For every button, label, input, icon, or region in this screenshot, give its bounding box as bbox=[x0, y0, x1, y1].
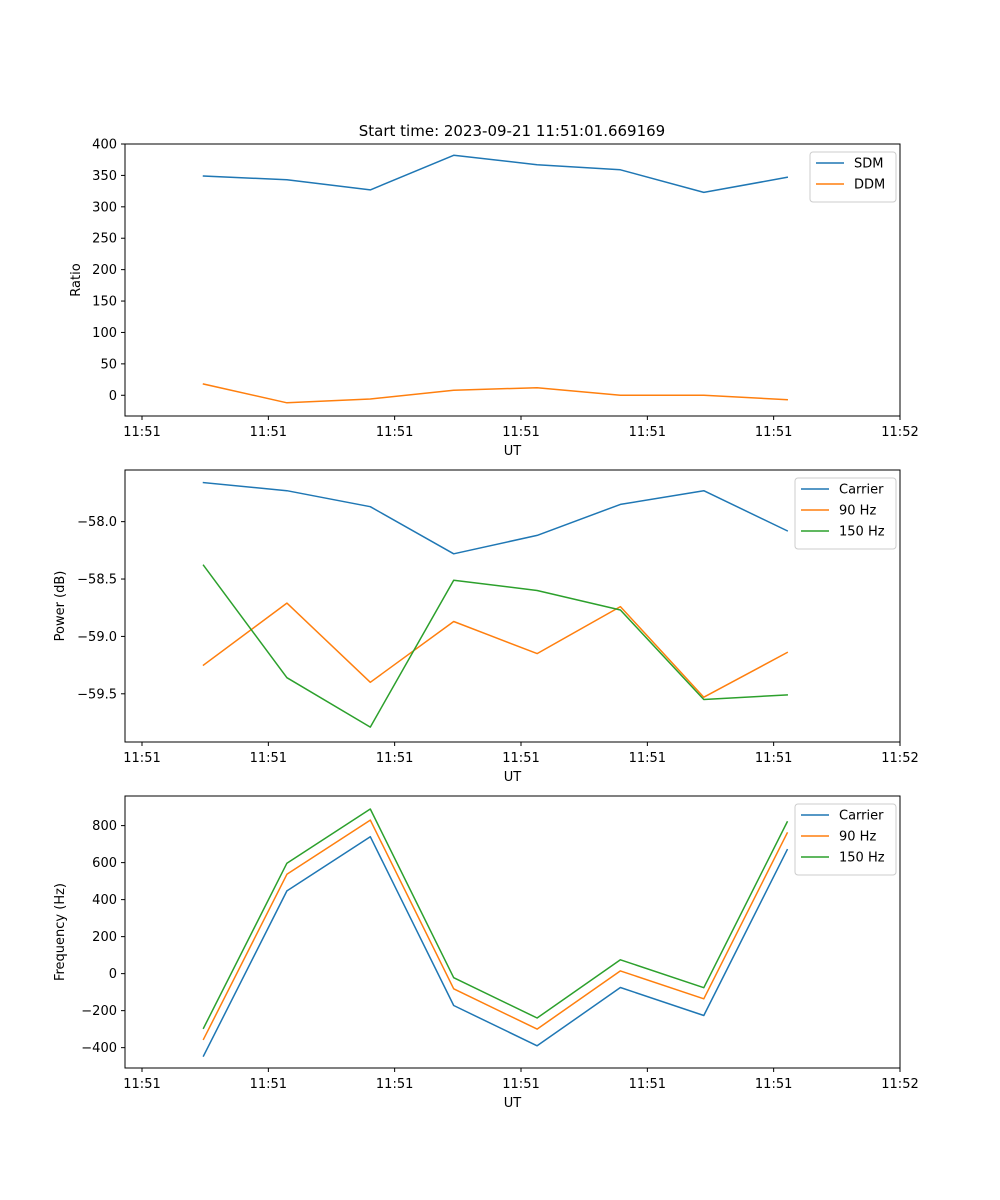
axes-frame bbox=[124, 143, 901, 417]
axes-frame bbox=[124, 795, 901, 1069]
y-tick-label: 400 bbox=[92, 893, 117, 908]
x-tick-label: 11:51 bbox=[629, 1077, 666, 1092]
x-tick-label: 11:51 bbox=[250, 1077, 287, 1092]
x-tick-label: 11:51 bbox=[629, 425, 666, 440]
x-tick-label: 11:51 bbox=[629, 751, 666, 766]
y-tick-label: 50 bbox=[100, 357, 117, 372]
x-tick-label: 11:51 bbox=[755, 751, 792, 766]
panel-3: 11:51 11:51 11:51 11:51 11:51 11:51 11:52 −400 −… bbox=[53, 795, 919, 1111]
x-tick-label: 11:52 bbox=[881, 425, 918, 440]
x-tick-label: 11:51 bbox=[502, 425, 539, 440]
x-tick-label: 11:52 bbox=[881, 1077, 918, 1092]
y-tick-label: −59.0 bbox=[77, 630, 117, 645]
legend-label: SDM bbox=[854, 157, 883, 172]
series-line-90-hz bbox=[202, 819, 789, 1041]
panel-2: 11:51 11:51 11:51 11:51 11:51 11:51 11:52 −59.5… bbox=[53, 469, 919, 785]
x-tick-label: 11:51 bbox=[755, 425, 792, 440]
legend-label: 90 Hz bbox=[839, 830, 876, 845]
x-tick-label: 11:51 bbox=[502, 751, 539, 766]
legend-label: Carrier bbox=[839, 809, 884, 824]
series-line-carrier bbox=[202, 481, 789, 555]
series-line-sdm bbox=[202, 154, 789, 194]
y-tick-label: 200 bbox=[92, 930, 117, 945]
legend-box bbox=[809, 151, 897, 203]
x-axis-label: UT bbox=[504, 770, 522, 785]
y-tick-label: 600 bbox=[92, 856, 117, 871]
y-axis-label: Power (dB) bbox=[53, 571, 68, 642]
x-tick-label: 11:51 bbox=[123, 1077, 160, 1092]
y-axis-label: Ratio bbox=[69, 263, 84, 296]
x-tick-label: 11:51 bbox=[123, 751, 160, 766]
y-tick-label: 0 bbox=[109, 967, 117, 982]
x-tick-label: 11:52 bbox=[881, 751, 918, 766]
legend-label: 90 Hz bbox=[839, 504, 876, 519]
y-tick-label: −200 bbox=[81, 1004, 117, 1019]
legend-label: 150 Hz bbox=[839, 851, 885, 866]
x-tick-label: 11:51 bbox=[250, 425, 287, 440]
series-line-ddm bbox=[202, 383, 788, 404]
series-line-150-hz bbox=[202, 564, 788, 728]
y-tick-label: 800 bbox=[92, 819, 117, 834]
legend-label: 150 Hz bbox=[839, 525, 885, 540]
y-tick-label: 0 bbox=[109, 389, 117, 404]
y-tick-label: 200 bbox=[92, 263, 117, 278]
y-tick-label: −400 bbox=[81, 1041, 117, 1056]
y-axis-label: Frequency (Hz) bbox=[53, 883, 68, 981]
x-tick-label: 11:51 bbox=[376, 425, 413, 440]
x-tick-label: 11:51 bbox=[376, 1077, 413, 1092]
x-tick-label: 11:51 bbox=[250, 751, 287, 766]
x-tick-label: 11:51 bbox=[123, 425, 160, 440]
x-axis-label: UT bbox=[504, 444, 522, 459]
y-tick-label: 350 bbox=[92, 169, 117, 184]
legend-label: Carrier bbox=[839, 483, 884, 498]
y-tick-label: 400 bbox=[92, 138, 117, 153]
x-tick-label: 11:51 bbox=[376, 751, 413, 766]
series-line-carrier bbox=[202, 835, 789, 1058]
legend-label: DDM bbox=[854, 178, 885, 193]
x-tick-label: 11:51 bbox=[502, 1077, 539, 1092]
series-line-90-hz bbox=[202, 602, 789, 698]
series-line-150-hz bbox=[202, 808, 789, 1030]
y-tick-label: 300 bbox=[92, 200, 117, 215]
y-tick-label: −59.5 bbox=[77, 687, 117, 702]
axes-frame bbox=[124, 469, 901, 743]
figure-title: Start time: 2023-09-21 11:51:01.669169 bbox=[359, 122, 665, 140]
x-tick-label: 11:51 bbox=[755, 1077, 792, 1092]
x-axis-label: UT bbox=[504, 1096, 522, 1111]
y-tick-label: −58.5 bbox=[77, 573, 117, 588]
y-tick-label: 150 bbox=[92, 295, 117, 310]
y-tick-label: 250 bbox=[92, 232, 117, 247]
panel-1: 11:51 11:51 11:51 11:51 11:51 11:51 11:52 0 50 10… bbox=[69, 138, 919, 460]
y-tick-label: −58.0 bbox=[77, 515, 117, 530]
panels: 11:51 11:51 11:51 11:51 11:51 11:51 11:52 0 50 10… bbox=[53, 138, 919, 1112]
y-tick-label: 100 bbox=[92, 326, 117, 341]
